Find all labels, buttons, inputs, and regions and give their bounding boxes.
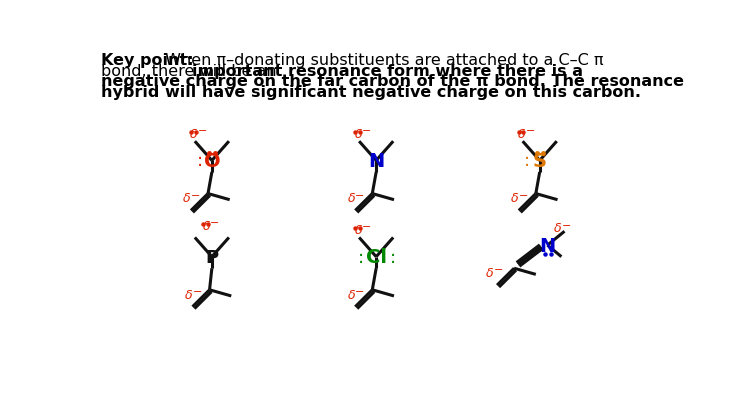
Text: −: − <box>362 126 371 136</box>
Text: δ: δ <box>203 219 210 233</box>
Text: δ: δ <box>347 288 355 301</box>
Text: δ: δ <box>511 192 519 205</box>
Text: δ: δ <box>184 192 191 205</box>
Text: bond, there will be an: bond, there will be an <box>101 63 282 79</box>
Text: δ: δ <box>518 128 526 140</box>
Text: δ: δ <box>486 266 494 279</box>
Text: When π–donating substituents are attached to a C–C π: When π–donating substituents are attache… <box>160 53 603 68</box>
Text: δ: δ <box>355 128 362 140</box>
Text: −: − <box>562 220 571 230</box>
Text: δ: δ <box>553 222 562 235</box>
Text: −: − <box>355 190 365 200</box>
Text: −: − <box>191 190 200 200</box>
Text: δ: δ <box>347 192 355 205</box>
Text: Key point:: Key point: <box>101 53 194 68</box>
Text: −: − <box>211 218 219 228</box>
Text: δ: δ <box>355 223 362 236</box>
Text: −: − <box>362 222 371 232</box>
Text: :: : <box>524 152 531 170</box>
Text: N: N <box>539 236 556 255</box>
Text: δ: δ <box>190 128 197 140</box>
Text: −: − <box>192 286 202 296</box>
Text: −: − <box>494 265 504 275</box>
Text: −: − <box>526 126 535 136</box>
Text: δ: δ <box>185 288 192 301</box>
Text: Cl: Cl <box>366 247 387 267</box>
Text: :: : <box>390 248 396 266</box>
Text: S: S <box>533 152 547 170</box>
Text: O: O <box>203 152 220 170</box>
Text: −: − <box>198 126 207 136</box>
Text: negative charge on the far carbon of the π bond. The resonance: negative charge on the far carbon of the… <box>101 74 684 89</box>
Text: −: − <box>519 190 528 200</box>
Text: P: P <box>206 248 219 266</box>
Text: N: N <box>368 152 385 170</box>
Text: important resonance form where there is a: important resonance form where there is … <box>192 63 584 79</box>
Text: :: : <box>357 248 364 266</box>
Text: −: − <box>355 286 365 296</box>
Text: hybrid will have significant negative charge on this carbon.: hybrid will have significant negative ch… <box>101 85 641 100</box>
Text: :: : <box>197 152 203 170</box>
